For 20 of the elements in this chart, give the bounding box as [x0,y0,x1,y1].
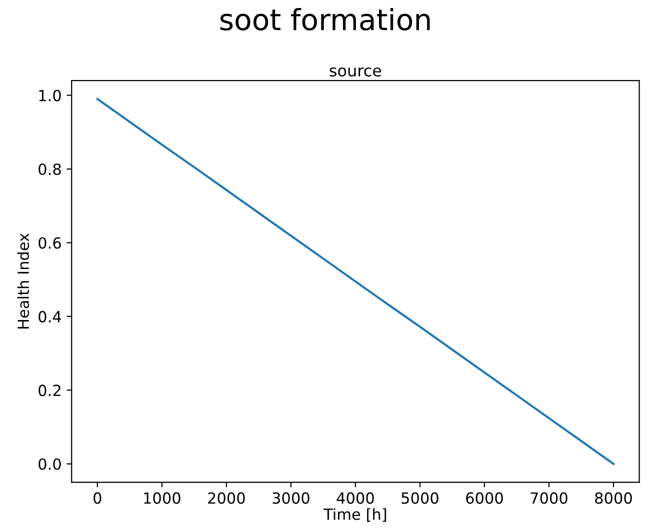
line-series [96,98,615,465]
y-tick-label: 1.0 [39,90,61,102]
x-tick-label: 1000 [144,492,180,504]
x-tick-label: 6000 [466,492,503,504]
x-axis-title: Time [h] [323,508,386,522]
y-tick-label: 0.0 [38,458,61,470]
y-tick-label: 0.2 [38,384,60,396]
y-tick-label: 0.4 [38,310,62,322]
chart-subtitle: source [330,67,382,77]
y-tick-label: 0.6 [38,237,61,249]
y-tick-label: 0.8 [38,163,61,176]
x-tick-label: 8000 [595,492,632,504]
x-tick-label: 0 [94,492,102,504]
x-tick-label: 2000 [208,492,245,504]
chart-title: soot formation [220,8,430,31]
x-tick-label: 4000 [336,492,374,504]
y-axis-title: Health Index [17,233,30,328]
x-tick-label: 5000 [402,492,438,504]
x-tick-label: 7000 [530,492,568,504]
x-tick-label: 3000 [272,492,310,504]
